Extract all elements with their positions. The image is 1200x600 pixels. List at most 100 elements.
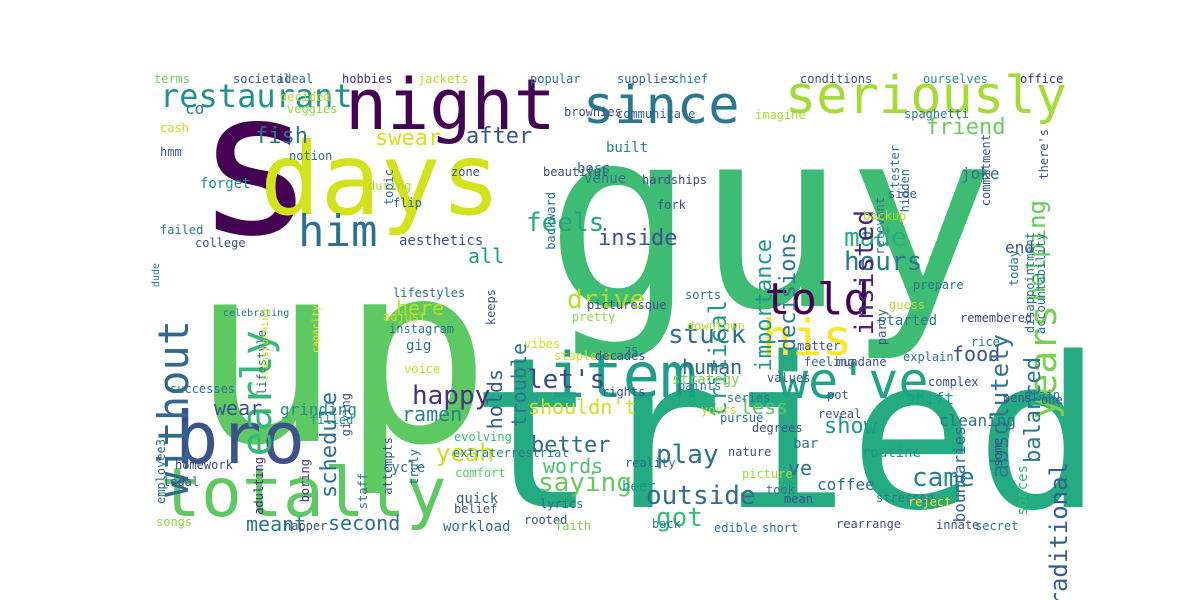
cloud-word: workload — [443, 519, 511, 535]
cloud-word: happy — [412, 381, 491, 411]
cloud-word: rice — [971, 335, 1000, 349]
cloud-word: beautiful — [543, 165, 609, 179]
cloud-word: nature — [728, 445, 772, 459]
cloud-word: restaurant — [160, 77, 353, 115]
cloud-word: sorts — [685, 288, 722, 302]
cloud-word: saying — [538, 468, 632, 498]
cloud-word: prepare — [913, 278, 964, 292]
cloud-word: explain — [903, 350, 954, 364]
cloud-word: legal — [163, 475, 200, 489]
cloud-word: forget — [200, 176, 251, 192]
cloud-word: napper — [284, 519, 328, 533]
cloud-word: adulting — [252, 457, 266, 515]
cloud-word: human — [682, 355, 743, 379]
cloud-word: end — [1005, 238, 1034, 257]
cloud-word: belief — [454, 502, 498, 516]
cloud-word: homework — [175, 458, 233, 472]
cloud-word: supplies — [617, 72, 675, 86]
cloud-word: chief — [672, 72, 709, 86]
cloud-word: imagine — [755, 108, 806, 122]
cloud-word: up — [190, 209, 492, 500]
cloud-word: his — [762, 309, 853, 367]
cloud-word: drive — [567, 285, 646, 315]
cloud-word: party — [875, 309, 889, 346]
cloud-word: veggies — [287, 102, 338, 116]
cloud-word: ideal — [277, 72, 314, 86]
cloud-word: zone — [451, 165, 480, 179]
cloud-word: we've — [778, 352, 929, 410]
cloud-word: transforming — [260, 309, 271, 382]
cloud-word: trouble — [507, 343, 531, 428]
cloud-word: got — [656, 503, 703, 533]
cloud-word: importance — [752, 239, 777, 372]
cloud-word: decades — [595, 349, 646, 363]
cloud-word: adjust — [383, 310, 427, 324]
cloud-word: came — [912, 463, 975, 493]
cloud-word: truly — [407, 449, 421, 486]
cloud-word: hidden — [898, 169, 912, 213]
cloud-word: lifestyles — [393, 286, 466, 300]
cloud-word: guess — [889, 298, 926, 312]
cloud-word: celebrating — [223, 308, 290, 319]
cloud-word: staplers — [554, 349, 612, 363]
cloud-word: plain — [1024, 388, 1061, 402]
cloud-word: dude — [151, 263, 162, 288]
cloud-word: spaces — [1015, 465, 1031, 516]
cloud-word: evolving — [454, 430, 512, 444]
cloud-word: filled — [310, 413, 354, 427]
cloud-word: downtown — [687, 319, 745, 333]
cloud-word: boring — [298, 459, 312, 503]
cloud-word: some — [991, 438, 1005, 467]
cloud-word: societal — [233, 72, 291, 86]
cloud-word: coffee — [817, 475, 875, 494]
cloud-word: accountability — [1034, 233, 1048, 335]
cloud-word: item — [548, 339, 698, 412]
cloud-word: pursue — [720, 411, 764, 425]
cloud-word: days — [260, 121, 501, 238]
cloud-word: reality — [625, 456, 676, 470]
cloud-word: mean — [784, 492, 813, 506]
cloud-word: balanced — [1021, 357, 1046, 463]
cloud-word: him — [298, 206, 378, 257]
cloud-word: decided — [280, 90, 331, 104]
cloud-word: started — [878, 313, 938, 329]
cloud-word: popular — [530, 72, 581, 86]
cloud-word: office — [1020, 72, 1064, 86]
cloud-word: failed — [160, 223, 204, 237]
cloud-word: boundaries — [950, 426, 969, 523]
cloud-word: co — [185, 99, 205, 118]
cloud-word: attempts — [381, 437, 395, 495]
cloud-word: there's — [1037, 129, 1051, 180]
cloud-word: took — [766, 483, 795, 497]
cloud-word: cleaning — [939, 411, 1017, 430]
cloud-word: jackets — [418, 72, 469, 86]
cloud-word: edible — [714, 521, 758, 535]
cloud-word: short — [762, 521, 799, 535]
cloud-word: cycle — [383, 460, 426, 476]
cloud-word: paints — [678, 379, 722, 393]
cloud-word: extraterrestrial — [453, 446, 569, 460]
cloud-word: ramen — [402, 402, 463, 426]
cloud-word: bro — [175, 396, 306, 480]
cloud-word: secret — [975, 519, 1019, 533]
cloud-word: instagram — [389, 322, 455, 336]
cloud-word: conditions — [800, 72, 873, 86]
cloud-word: commitment — [979, 134, 993, 207]
cloud-word: back — [652, 517, 681, 531]
cloud-word: values — [767, 371, 811, 385]
cloud-word: series — [727, 391, 771, 405]
cloud-word: let's — [527, 365, 606, 395]
cloud-word: yours — [701, 403, 738, 417]
cloud-word: staff — [356, 473, 370, 510]
cloud-word: songs — [156, 515, 193, 529]
cloud-word: feeling — [804, 355, 855, 369]
cloud-word: stuck — [668, 320, 747, 350]
cloud-word: rearrange — [836, 517, 902, 531]
cloud-word: joke — [961, 164, 1000, 183]
cloud-word: rights — [602, 385, 646, 399]
cloud-word: here — [396, 296, 445, 320]
cloud-word: hobbies — [342, 72, 393, 86]
cloud-word: traditional — [1045, 462, 1073, 600]
cloud-word: picturesque — [587, 298, 667, 312]
cloud-word: inside — [598, 226, 678, 251]
